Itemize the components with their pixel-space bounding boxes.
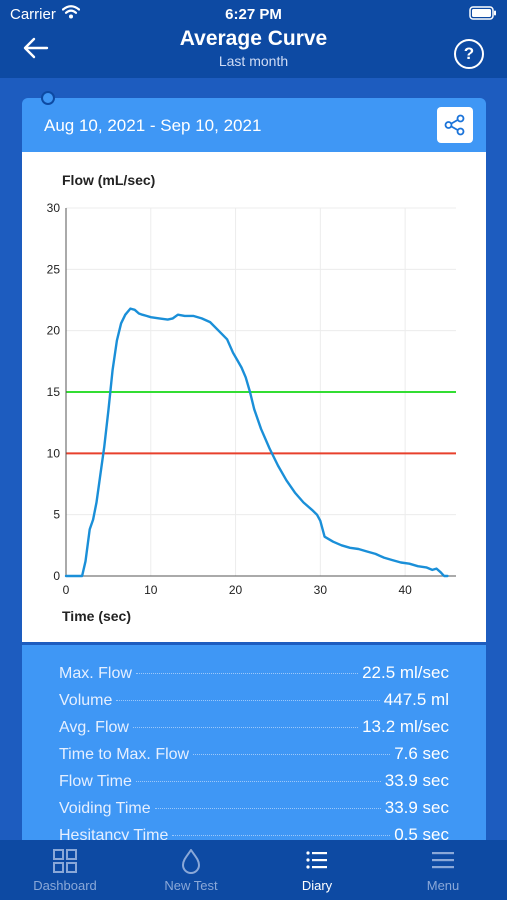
stats-panel: Max. Flow 22.5 ml/sec Volume 447.5 ml Avg. F…: [22, 645, 486, 840]
x-tick-label: 10: [144, 583, 158, 597]
stat-label: Time to Max. Flow: [59, 746, 190, 763]
tab-bar: Dashboard New Test Diary Menu: [0, 840, 507, 900]
tab-menu[interactable]: Menu: [380, 840, 506, 900]
stat-row: Volume 447.5 ml: [59, 690, 449, 717]
share-icon: [444, 114, 465, 136]
flow-chart-svg: Flow (mL/sec) Time (sec) 0 5 10 15 20 25 30 0 10…: [47, 172, 456, 624]
y-tick-label: 5: [53, 508, 60, 522]
x-axis-label: Time (sec): [62, 608, 131, 624]
y-tick-label: 10: [47, 446, 61, 460]
flow-curve: [64, 307, 449, 578]
list-icon: [254, 848, 380, 874]
stat-row: Max. Flow 22.5 ml/sec: [59, 663, 449, 690]
x-tick-label: 20: [229, 583, 243, 597]
stat-label: Max. Flow: [59, 665, 132, 682]
stat-leader: [116, 700, 380, 701]
y-tick-label: 25: [47, 262, 61, 276]
x-tick-label: 30: [314, 583, 328, 597]
stat-value: 13.2 ml/sec: [362, 717, 449, 736]
stat-value: 33.9 sec: [384, 771, 449, 790]
stat-row: Avg. Flow 13.2 ml/sec: [59, 717, 449, 744]
hamburger-menu-icon: [380, 848, 506, 874]
y-tick-label: 0: [53, 569, 60, 583]
wifi-icon: [61, 5, 81, 24]
stat-row: Hesitancy Time 0.5 sec: [59, 825, 449, 840]
stat-leader: [154, 808, 381, 809]
stat-row: Voiding Time 33.9 sec: [59, 798, 449, 825]
date-range-header: Aug 10, 2021 - Sep 10, 2021: [22, 91, 486, 152]
tab-dashboard[interactable]: Dashboard: [2, 840, 128, 900]
y-axis-label: Flow (mL/sec): [62, 172, 155, 188]
stat-label: Voiding Time: [59, 800, 151, 817]
tab-diary-label: Diary: [301, 878, 333, 893]
tab-menu-label: Menu: [426, 878, 460, 893]
stat-value: 7.6 sec: [394, 744, 449, 763]
share-button[interactable]: [437, 107, 473, 143]
status-bar: Carrier 6:27 PM: [0, 0, 507, 30]
back-arrow-icon[interactable]: [22, 36, 50, 60]
stat-leader: [172, 835, 391, 836]
droplet-icon: [128, 848, 254, 874]
stat-value: 22.5 ml/sec: [362, 663, 449, 682]
clock: 6:27 PM: [225, 6, 282, 23]
stat-leader: [135, 673, 359, 674]
stat-value: 33.9 sec: [384, 798, 449, 817]
y-tick-label: 15: [47, 385, 61, 399]
carrier-label: Carrier: [10, 6, 56, 23]
stat-value: 447.5 ml: [383, 690, 449, 709]
help-icon[interactable]: ?: [454, 39, 484, 69]
stat-value: 0.5 sec: [394, 825, 449, 840]
battery-icon: [469, 6, 497, 25]
x-tick-label: 40: [398, 583, 412, 597]
date-range: Aug 10, 2021 - Sep 10, 2021: [44, 116, 262, 135]
stat-leader: [135, 781, 381, 782]
stat-row: Flow Time 33.9 sec: [59, 771, 449, 798]
y-tick-label: 30: [47, 201, 61, 215]
tab-new-test[interactable]: New Test: [128, 840, 254, 900]
stat-row: Time to Max. Flow 7.6 sec: [59, 744, 449, 771]
stat-label: Flow Time: [59, 773, 132, 790]
stat-leader: [132, 727, 359, 728]
stat-label: Volume: [59, 692, 113, 709]
stat-label: Hesitancy Time: [59, 827, 169, 840]
flow-chart: Flow (mL/sec) Time (sec) 0 5 10 15 20 25 30 0 10…: [22, 152, 486, 642]
y-tick-label: 20: [47, 324, 61, 338]
navigation-bar: Average Curve Last month ?: [0, 22, 507, 78]
x-tick-label: 0: [63, 583, 70, 597]
indicator-dot: [41, 91, 55, 105]
tab-new-test-label: New Test: [164, 878, 218, 893]
tab-dashboard-label: Dashboard: [33, 878, 97, 893]
stat-leader: [193, 754, 391, 755]
tab-diary[interactable]: Diary: [254, 840, 380, 900]
page-subtitle: Last month: [218, 53, 289, 69]
page-title: Average Curve: [179, 27, 328, 50]
dashboard-grid-icon: [2, 848, 128, 874]
stat-label: Avg. Flow: [59, 719, 129, 736]
